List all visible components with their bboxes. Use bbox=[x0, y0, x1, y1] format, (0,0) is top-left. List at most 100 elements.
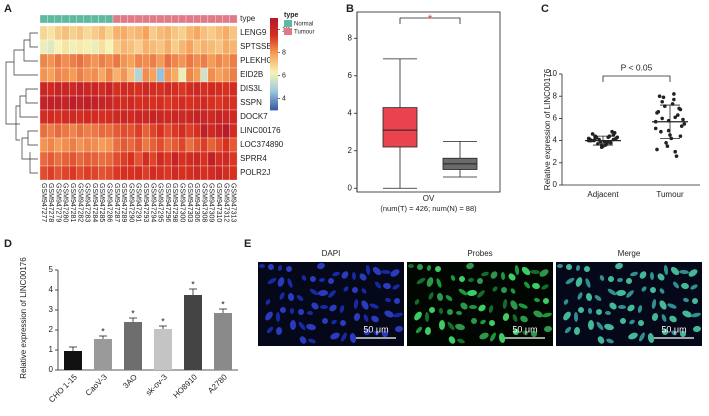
heat-cell bbox=[171, 151, 179, 167]
nucleus bbox=[424, 312, 430, 322]
heat-cell bbox=[178, 109, 187, 125]
value-label: * bbox=[131, 308, 135, 318]
nucleus bbox=[599, 275, 605, 281]
nucleus bbox=[343, 286, 349, 292]
nucleus bbox=[328, 290, 336, 298]
heat-cell bbox=[112, 39, 121, 55]
y-tick-label: 8 bbox=[348, 33, 353, 42]
micrograph bbox=[556, 262, 702, 346]
column-label: GSM947300 bbox=[179, 183, 186, 222]
heat-cell bbox=[47, 39, 55, 55]
nucleus bbox=[481, 271, 489, 277]
nucleus bbox=[618, 304, 626, 310]
nucleus bbox=[628, 332, 638, 340]
nucleus bbox=[659, 288, 665, 294]
heat-cell bbox=[61, 137, 70, 153]
colorbar-step bbox=[270, 56, 278, 59]
nucleus bbox=[298, 321, 306, 331]
nucleus bbox=[597, 336, 605, 344]
heat-cell bbox=[229, 151, 238, 167]
nucleus bbox=[606, 338, 614, 344]
heat-cell bbox=[215, 67, 223, 83]
heat-cell bbox=[134, 123, 143, 139]
nucleus bbox=[341, 332, 347, 342]
heat-cell bbox=[105, 81, 114, 97]
heat-cell bbox=[222, 165, 230, 181]
nucleus bbox=[662, 329, 668, 335]
nucleus bbox=[578, 307, 584, 313]
y-tick-label: 4 bbox=[49, 285, 54, 294]
nucleus bbox=[265, 299, 271, 305]
heat-cell bbox=[54, 123, 63, 139]
nucleus bbox=[564, 326, 572, 334]
value-label: * bbox=[191, 279, 195, 289]
colorbar-step bbox=[270, 66, 278, 69]
colorbar-step bbox=[270, 78, 278, 81]
heat-cell bbox=[98, 151, 106, 167]
nucleus bbox=[426, 277, 434, 287]
heat-cell bbox=[105, 39, 114, 55]
dot bbox=[655, 111, 659, 115]
type-cell bbox=[229, 14, 238, 24]
column-label: GSM947277 bbox=[40, 183, 47, 222]
heat-cell bbox=[222, 81, 230, 97]
y-tick-label: 4 bbox=[553, 136, 558, 145]
row-label: SPRR4 bbox=[240, 154, 267, 163]
nucleus bbox=[265, 311, 273, 321]
heat-cell bbox=[90, 81, 99, 97]
image-background bbox=[407, 262, 553, 346]
type-cell bbox=[149, 14, 157, 24]
nucleus bbox=[287, 293, 295, 301]
heat-cell bbox=[90, 109, 99, 125]
nucleus bbox=[359, 273, 367, 281]
micrograph bbox=[258, 262, 404, 346]
nucleus bbox=[447, 309, 453, 315]
heat-cell bbox=[200, 25, 209, 41]
column-label: GSM947293 bbox=[142, 183, 149, 222]
heat-cell bbox=[171, 53, 179, 69]
bar bbox=[124, 322, 142, 370]
nucleus bbox=[286, 266, 292, 272]
heat-cell bbox=[69, 53, 77, 69]
colorbar-step bbox=[270, 106, 278, 109]
nucleus bbox=[649, 272, 655, 280]
heat-cell bbox=[229, 137, 238, 153]
nucleus bbox=[414, 311, 422, 321]
heat-cell bbox=[229, 39, 238, 55]
heat-cell bbox=[83, 81, 92, 97]
row-label: POLR2J bbox=[240, 168, 270, 177]
nucleus bbox=[615, 262, 623, 270]
nucleus bbox=[573, 312, 579, 322]
heat-cell bbox=[39, 95, 48, 111]
colorbar-step bbox=[270, 48, 278, 51]
type-cell bbox=[54, 14, 63, 24]
nucleus bbox=[690, 284, 698, 290]
type-cell bbox=[112, 14, 121, 24]
heat-cell bbox=[39, 67, 48, 83]
colorbar-step bbox=[270, 60, 278, 63]
nucleus bbox=[383, 282, 391, 290]
nucleus bbox=[353, 313, 361, 321]
nucleus bbox=[373, 330, 379, 336]
nucleus bbox=[369, 303, 379, 309]
column-label: GSM947287 bbox=[113, 183, 120, 222]
nucleus bbox=[639, 332, 645, 342]
heat-cell bbox=[171, 123, 179, 139]
heat-cell bbox=[47, 151, 55, 167]
x-tick-label: 3AO bbox=[121, 373, 139, 391]
heat-cell bbox=[185, 39, 194, 55]
heat-cell bbox=[163, 137, 172, 153]
heat-cell bbox=[185, 123, 194, 139]
heat-cell bbox=[171, 67, 179, 83]
heat-cell bbox=[163, 81, 172, 97]
heat-cell bbox=[142, 53, 150, 69]
value-label: * bbox=[101, 326, 105, 336]
dot bbox=[609, 141, 613, 145]
nucleus bbox=[466, 262, 474, 270]
nucleus bbox=[575, 277, 583, 287]
nucleus bbox=[673, 281, 679, 289]
dot bbox=[660, 116, 664, 121]
heat-cell bbox=[149, 165, 157, 181]
column-label: GSM947280 bbox=[62, 183, 69, 222]
heat-cell bbox=[207, 39, 216, 55]
